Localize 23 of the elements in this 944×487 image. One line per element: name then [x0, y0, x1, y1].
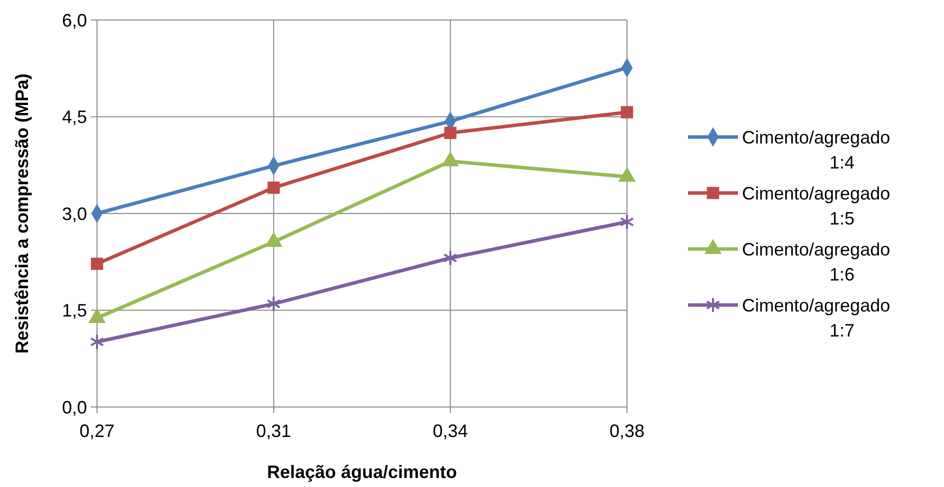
y-tick-label: 3,0: [62, 204, 87, 224]
point: [443, 250, 458, 266]
point: [444, 126, 456, 139]
y-tick-label: 6,0: [62, 10, 87, 30]
y-tick-label: 1,5: [62, 300, 87, 321]
point: [90, 334, 104, 350]
x-tick-label: 0,34: [432, 421, 468, 441]
legend-label: Cimento/agregado 1:7: [742, 295, 890, 340]
x-tick-label: 0,31: [256, 421, 292, 441]
legend-label: Cimento/agregado 1:4: [742, 127, 890, 172]
x-axis-title: Relação água/cimento: [266, 462, 458, 482]
legend-label: Cimento/agregado 1:5: [742, 183, 890, 228]
x-tick-label: 0,38: [609, 421, 645, 441]
y-tick-label: 4,5: [62, 107, 87, 128]
y-axis-title: Resistência a compressão (MPa): [12, 73, 32, 354]
point: [268, 182, 280, 194]
y-tick-label: 0,0: [62, 397, 87, 418]
legend-label: Cimento/agregado 1:6: [742, 239, 890, 284]
point: [266, 296, 281, 312]
point: [620, 214, 634, 230]
point: [90, 258, 104, 270]
point: [620, 106, 634, 118]
x-tick-label: 0,27: [79, 421, 115, 441]
